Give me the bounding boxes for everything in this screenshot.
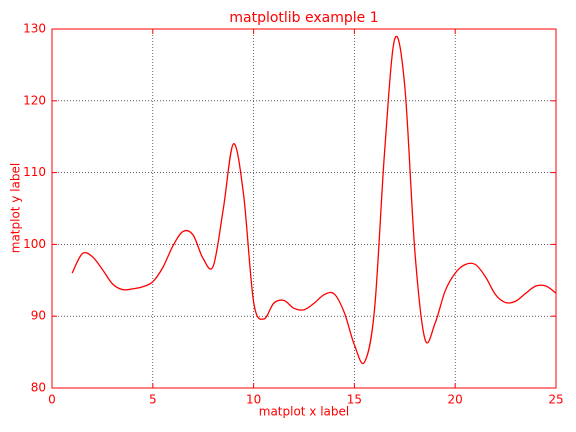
y-tick-label: 130	[23, 22, 46, 36]
x-tick-label: 5	[149, 393, 157, 407]
x-tick-label: 15	[347, 393, 362, 407]
x-tick-label: 0	[48, 393, 56, 407]
y-tick-label: 120	[23, 93, 46, 107]
y-tick-label: 80	[31, 381, 46, 395]
chart-title: matplotlib example 1	[229, 10, 378, 26]
x-tick-label: 10	[246, 393, 261, 407]
x-axis-label: matplot x label	[259, 405, 350, 419]
x-tick-label: 25	[548, 393, 563, 407]
plot-frame	[51, 28, 557, 389]
line	[71, 35, 557, 365]
y-tick-label: 100	[23, 237, 46, 251]
y-tick-label: 110	[23, 165, 46, 179]
y-axis-label: matplot y label	[9, 163, 23, 254]
y-tick-label: 90	[31, 309, 46, 323]
x-tick-label: 20	[448, 393, 463, 407]
